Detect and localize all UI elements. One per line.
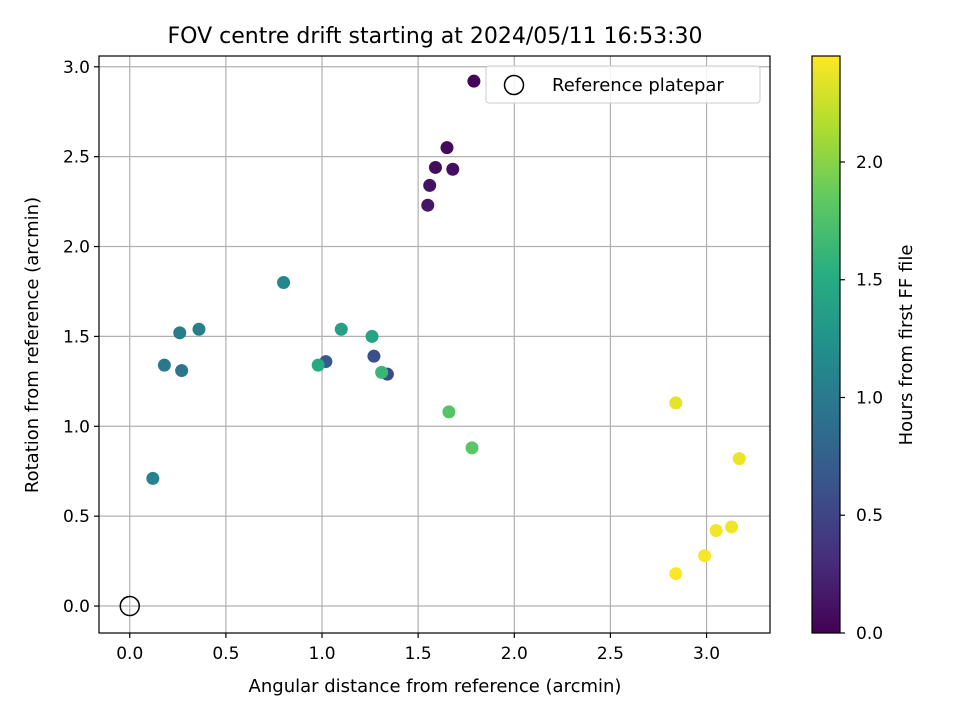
x-tick-label: 1.0 — [309, 644, 336, 664]
data-point — [446, 162, 460, 176]
colorbar-tick-label: 1.5 — [856, 271, 883, 291]
data-point — [277, 275, 291, 289]
colorbar-tick-label: 1.0 — [856, 388, 883, 408]
colorbar-tick-label: 0.0 — [856, 624, 883, 644]
data-point — [192, 322, 206, 336]
x-axis-ticks: 0.0 0.5 1.0 1.5 2.0 2.5 3.0 — [116, 633, 720, 664]
legend-label: Reference platepar — [552, 75, 724, 96]
reference-point-marker — [119, 595, 141, 617]
x-axis-label: Angular distance from reference (arcmin) — [249, 676, 622, 697]
x-tick-label: 0.5 — [212, 644, 239, 664]
y-tick-label: 1.0 — [63, 417, 90, 437]
data-point — [725, 520, 739, 534]
data-point — [709, 524, 723, 538]
x-tick-label: 2.5 — [597, 644, 624, 664]
colorbar-tick-label: 2.0 — [856, 153, 883, 173]
data-point — [423, 178, 437, 192]
data-point — [698, 549, 712, 563]
colorbar-label: Hours from first FF file — [896, 245, 917, 446]
x-tick-label: 1.5 — [405, 644, 432, 664]
y-axis-label: Rotation from reference (arcmin) — [22, 197, 43, 493]
legend-marker — [503, 74, 525, 96]
colorbar-tick-label: 0.5 — [856, 506, 883, 526]
y-tick-label: 2.0 — [63, 238, 90, 258]
chart-title: FOV centre drift starting at 2024/05/11 … — [168, 24, 703, 49]
plot-frame — [98, 55, 771, 634]
data-points — [119, 74, 746, 617]
data-point — [669, 396, 683, 410]
legend-box — [485, 65, 761, 104]
x-tick-label: 0.0 — [116, 644, 143, 664]
data-point — [467, 74, 481, 88]
data-point — [311, 358, 325, 372]
y-axis-ticks: 0.0 0.5 1.0 1.5 2.0 2.5 3.0 — [63, 58, 99, 617]
data-point — [375, 365, 389, 379]
data-point — [334, 322, 348, 336]
data-point — [367, 349, 381, 363]
data-point — [669, 567, 683, 581]
data-point — [421, 198, 435, 212]
data-point — [442, 405, 456, 419]
colorbar: 0.0 0.5 1.0 1.5 2.0 Hours from first FF file — [811, 55, 917, 644]
y-tick-label: 2.5 — [63, 148, 90, 168]
y-tick-label: 0.0 — [63, 597, 90, 617]
legend: Reference platepar — [485, 65, 761, 104]
grid — [99, 56, 770, 633]
data-point — [157, 358, 171, 372]
colorbar-gradient — [811, 55, 841, 634]
data-point — [173, 326, 187, 340]
data-point — [440, 141, 454, 155]
y-tick-label: 0.5 — [63, 507, 90, 527]
data-point — [732, 452, 746, 466]
x-tick-label: 2.0 — [501, 644, 528, 664]
x-tick-label: 3.0 — [693, 644, 720, 664]
data-point — [428, 160, 442, 174]
data-point — [175, 364, 189, 378]
data-point — [146, 471, 160, 485]
y-tick-label: 3.0 — [63, 58, 90, 78]
data-point — [465, 441, 479, 455]
data-point — [365, 329, 379, 343]
y-tick-label: 1.5 — [63, 327, 90, 347]
colorbar-ticks: 0.0 0.5 1.0 1.5 2.0 — [840, 153, 883, 644]
